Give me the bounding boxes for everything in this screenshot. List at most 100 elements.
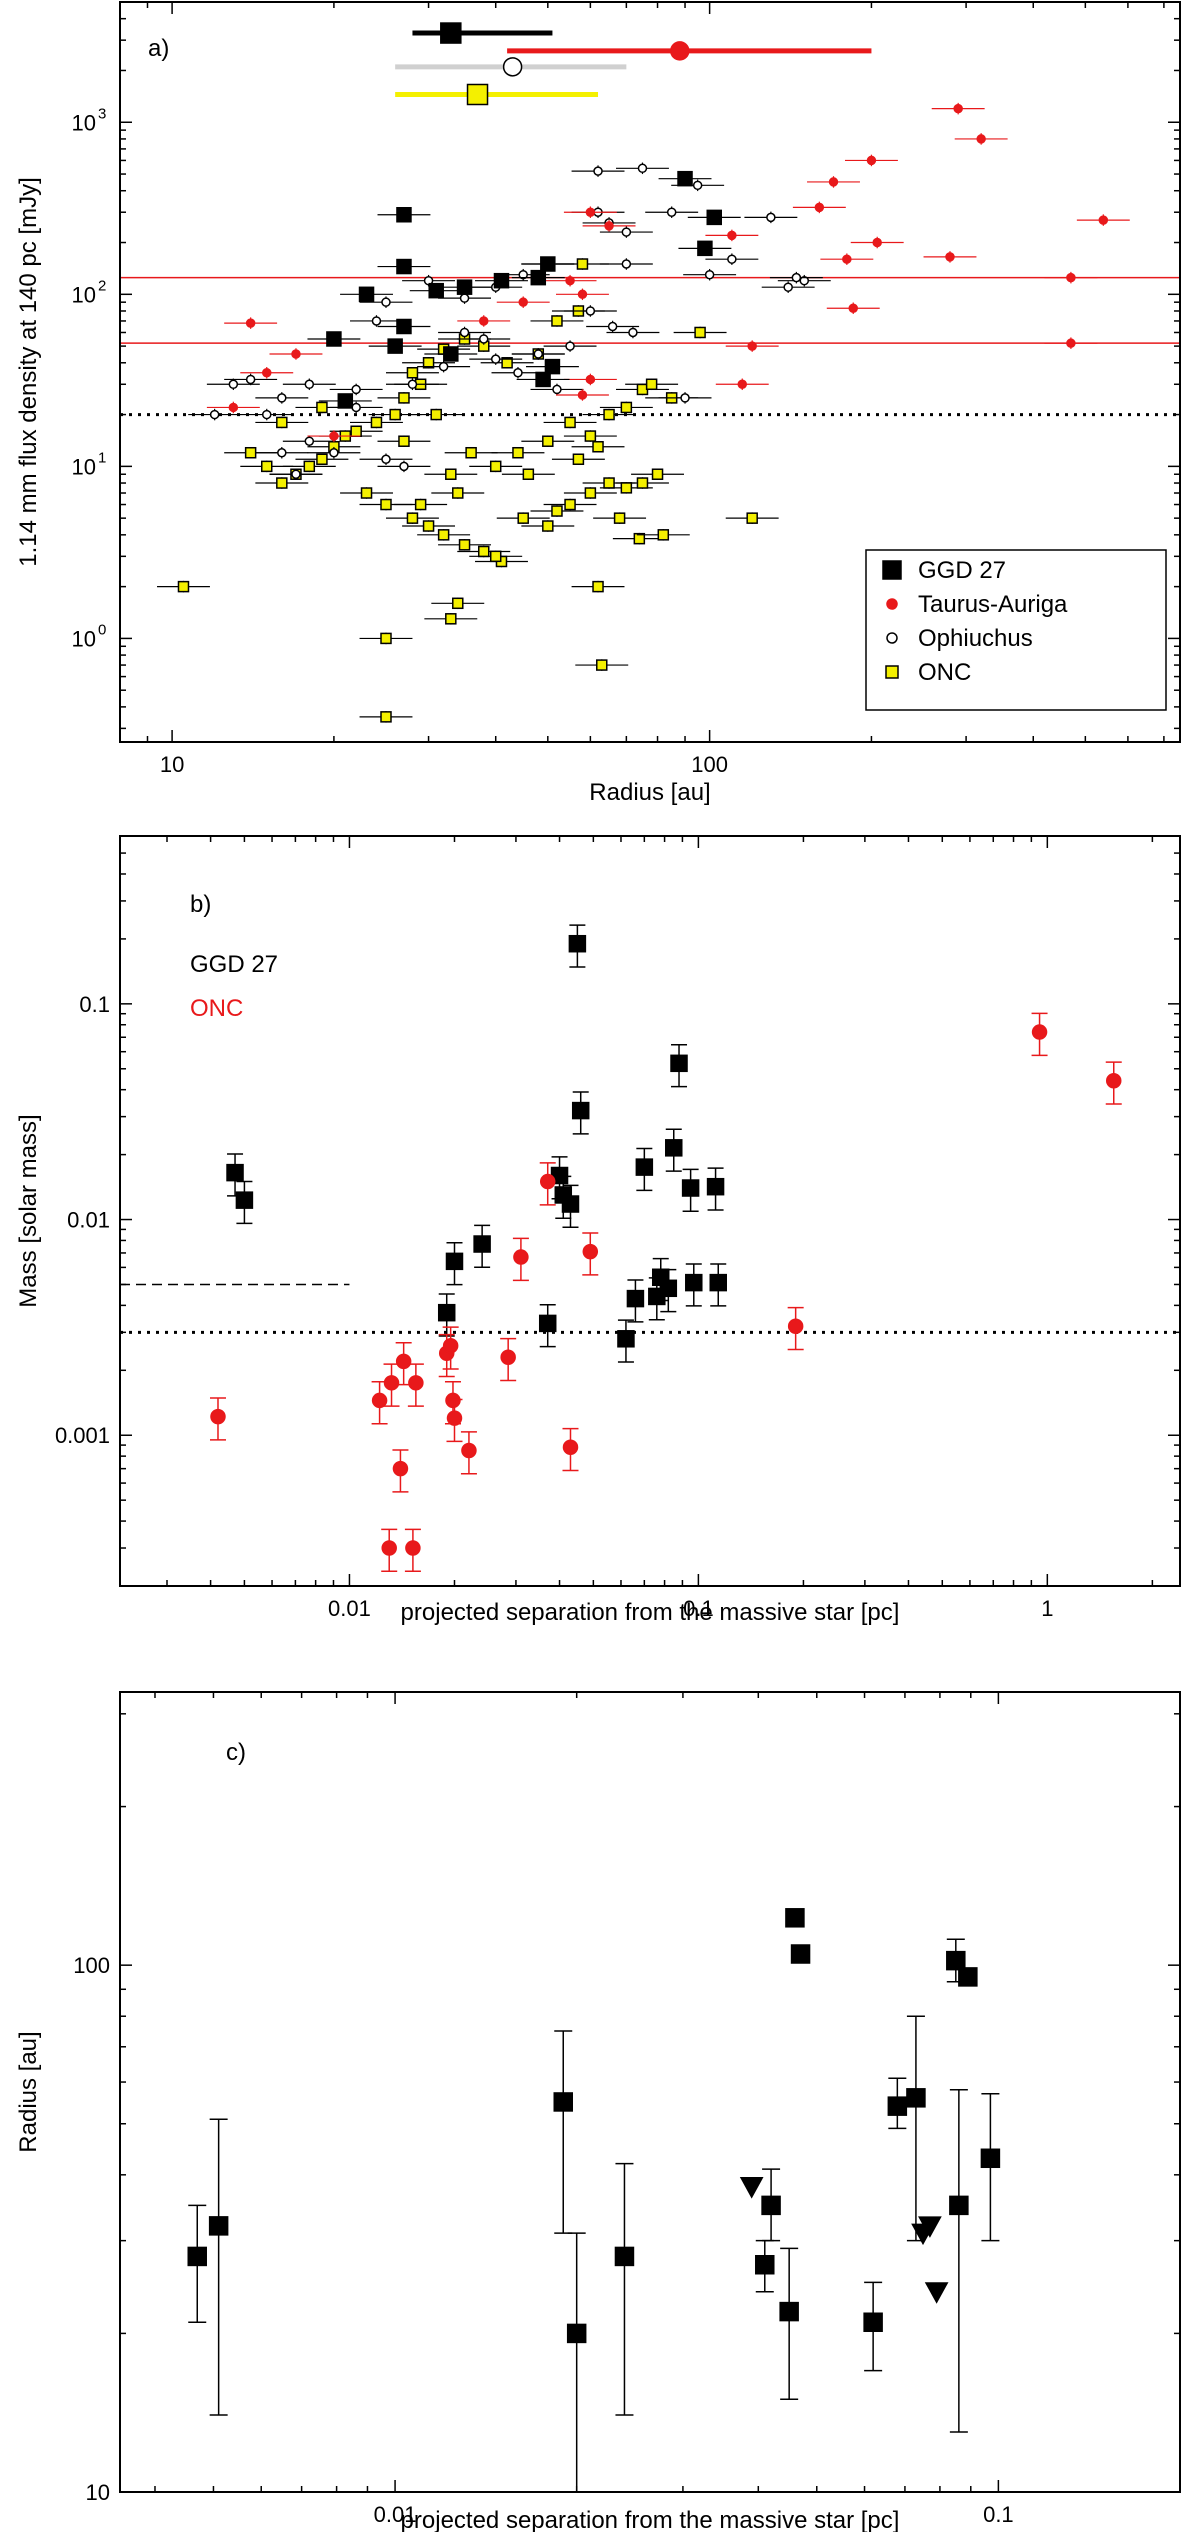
data-point-ggd-27 xyxy=(785,1908,805,1928)
data-point-onc xyxy=(461,1442,477,1459)
panel-c-x-tick-label: 0.01 xyxy=(374,2502,417,2527)
panel-c-y-tick-label: 100 xyxy=(73,1953,110,1978)
data-point-taurus-auriga xyxy=(245,318,256,328)
data-point-taurus-auriga xyxy=(842,254,852,264)
data-point-onc xyxy=(437,529,450,541)
data-point-onc xyxy=(445,468,457,480)
data-point-onc xyxy=(398,392,410,404)
data-point-ophiuchus xyxy=(351,402,361,413)
data-point-onc xyxy=(210,1408,226,1425)
data-point-ggd-27 xyxy=(538,1314,557,1333)
median-marker-ophiuchus xyxy=(502,57,523,77)
panel-a-label: a) xyxy=(148,35,169,62)
data-point-onc xyxy=(458,539,471,551)
data-point-onc xyxy=(542,520,554,532)
panel-c-axes: 0.01 0.1 10 100 xyxy=(73,1692,1181,2527)
panel-b-axes: 0.01 0.1 1 0.001 0.01 0.1 xyxy=(55,836,1180,1621)
data-point-ggd-27 xyxy=(540,256,556,272)
data-point-ophiuchus xyxy=(607,321,618,332)
data-point-taurus-auriga xyxy=(1066,272,1076,283)
data-point-ggd-27 xyxy=(626,1289,645,1308)
data-point-ophiuchus xyxy=(533,349,544,359)
data-point-ggd-27 xyxy=(544,358,561,375)
data-point-ggd-27-upper-limits xyxy=(739,2177,764,2199)
legend-marker-onc xyxy=(885,665,899,679)
data-point-onc xyxy=(405,1540,421,1556)
data-point-ggd-27 xyxy=(659,1279,678,1298)
data-point-onc xyxy=(445,613,457,625)
data-point-ophiuchus xyxy=(490,354,501,364)
data-point-onc xyxy=(501,357,513,369)
data-point-ggd-27 xyxy=(706,1177,725,1196)
data-point-ggd-27 xyxy=(755,2254,775,2275)
panel-b-plot-area xyxy=(120,924,1180,1573)
data-point-onc xyxy=(381,1540,397,1556)
data-point-ophiuchus xyxy=(680,393,690,403)
panel-a-x-axis-label: Radius [au] xyxy=(589,779,710,806)
data-point-taurus-auriga xyxy=(565,275,575,286)
data-point-ggd-27 xyxy=(887,2096,908,2116)
data-point-ophiuchus xyxy=(228,379,239,390)
data-point-taurus-auriga xyxy=(577,289,588,300)
data-point-onc xyxy=(572,453,585,465)
data-point-ggd-27 xyxy=(473,1235,491,1253)
data-point-onc xyxy=(564,416,576,429)
data-point-ggd-27 xyxy=(614,2246,635,2267)
data-point-taurus-auriga xyxy=(1066,338,1076,348)
data-point-onc xyxy=(512,446,524,459)
data-point-ophiuchus xyxy=(209,409,220,420)
legend-marker-ophiuchus xyxy=(886,632,898,644)
panel-b-label: b) xyxy=(190,891,211,918)
data-point-onc xyxy=(370,416,383,429)
data-point-ophiuchus xyxy=(381,297,391,307)
data-point-onc xyxy=(596,659,608,671)
data-point-onc xyxy=(746,512,758,524)
data-point-ophiuchus xyxy=(552,384,562,395)
data-point-onc xyxy=(539,1173,556,1190)
data-point-ophiuchus xyxy=(783,282,793,292)
data-point-ophiuchus xyxy=(666,207,677,217)
panel-a-x-tick-label: 10 xyxy=(160,752,184,777)
data-point-onc xyxy=(620,401,633,414)
data-point-onc xyxy=(657,529,670,541)
data-point-taurus-auriga xyxy=(329,431,339,441)
data-point-ophiuchus xyxy=(381,454,391,464)
median-marker-taurus-auriga xyxy=(670,41,690,61)
data-point-onc xyxy=(380,498,392,511)
data-point-ggd-27 xyxy=(779,2301,799,2322)
median-marker-ggd-27 xyxy=(440,22,462,44)
panel-c-y-axis-label: Radius [au] xyxy=(15,2031,42,2152)
data-point-onc xyxy=(517,512,529,524)
data-point-ggd-27 xyxy=(706,209,722,226)
legend-entry-ophiuchus: Ophiuchus xyxy=(918,625,1033,652)
data-point-ggd-27 xyxy=(396,318,412,335)
data-point-ggd-27 xyxy=(566,2323,587,2344)
data-point-onc xyxy=(636,477,649,489)
data-point-onc xyxy=(584,487,597,499)
data-point-taurus-auriga xyxy=(291,349,301,359)
data-point-onc xyxy=(592,580,604,593)
data-point-onc xyxy=(613,512,626,524)
panel-b-x-tick-label: 1 xyxy=(1041,1596,1053,1621)
panel-b-x-tick-label: 0.1 xyxy=(683,1596,714,1621)
panel-b-y-tick-label: 0.001 xyxy=(55,1423,110,1448)
data-point-onc xyxy=(603,477,615,489)
panel-a-plot-area xyxy=(120,22,1180,723)
panel-a-y-axis-label: 1.14 mm flux density at 140 pc [mJy] xyxy=(15,177,42,567)
data-point-ggd-27 xyxy=(677,170,693,187)
panel-a-legend-marks xyxy=(882,560,902,679)
data-point-ggd-27 xyxy=(946,1950,966,1971)
data-point-onc xyxy=(465,446,477,459)
panel-b-legend-onc: ONC xyxy=(190,995,243,1022)
panel-a-y-tick-label: 10 xyxy=(72,626,96,651)
data-point-onc xyxy=(582,1243,599,1260)
data-point-onc xyxy=(244,446,257,459)
data-point-onc xyxy=(371,1392,388,1409)
panel-a-y-tick-label: 10 xyxy=(72,110,96,135)
data-point-taurus-auriga xyxy=(478,316,489,326)
data-point-onc xyxy=(389,408,401,421)
data-point-onc xyxy=(1105,1072,1122,1089)
data-point-ophiuchus xyxy=(478,334,489,344)
data-point-onc xyxy=(452,597,464,610)
